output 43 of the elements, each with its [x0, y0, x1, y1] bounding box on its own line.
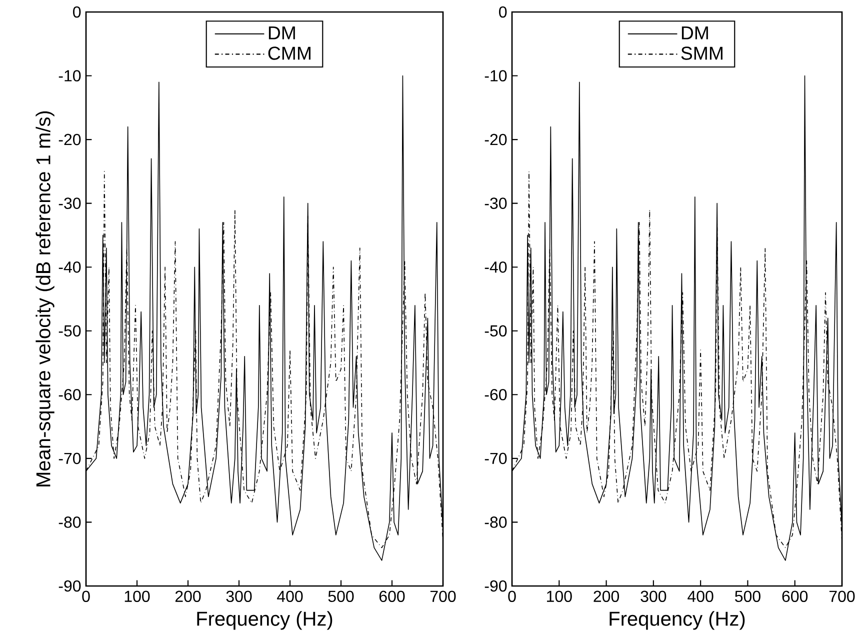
- y-tick-label: -50: [58, 325, 81, 337]
- y-tick-label: -20: [484, 134, 507, 146]
- x-tick-label: 100: [124, 590, 150, 602]
- y-tick-label: -80: [484, 516, 507, 528]
- y-tick-label: -80: [58, 516, 81, 528]
- x-tick-label: 700: [829, 590, 855, 602]
- x-axis-title: Frequency (Hz): [197, 611, 332, 630]
- y-tick-label: 0: [499, 6, 507, 18]
- x-tick-label: 500: [735, 590, 760, 602]
- y-tick-label: 0: [73, 6, 81, 18]
- y-tick-label: -40: [58, 261, 81, 273]
- x-tick-label: 100: [547, 590, 572, 602]
- y-tick-label: -30: [484, 198, 507, 209]
- x-axis-title: Frequency (Hz): [610, 611, 745, 630]
- x-tick-label: 200: [175, 590, 201, 602]
- y-tick-label: -60: [58, 388, 81, 400]
- x-tick-label: 500: [328, 590, 354, 602]
- legend-label: CMM: [268, 46, 310, 60]
- y-tick-label: -40: [484, 261, 507, 273]
- y-tick-label: -20: [58, 134, 81, 146]
- y-tick-label: -90: [484, 580, 507, 592]
- y-tick-label: -70: [58, 452, 81, 464]
- y-tick-label: -90: [58, 580, 81, 592]
- x-tick-label: 0: [82, 590, 90, 602]
- x-tick-label: 0: [508, 590, 516, 602]
- y-axis-title: Mean-square velocity (dB reference 1 m/s): [36, 111, 54, 486]
- x-tick-label: 600: [379, 590, 405, 602]
- legend-label: SMM: [681, 46, 722, 60]
- y-tick-label: -10: [484, 70, 507, 82]
- x-tick-label: 300: [226, 590, 252, 602]
- x-tick-label: 600: [782, 590, 808, 602]
- x-tick-label: 300: [640, 590, 666, 602]
- legend-label: DM: [682, 26, 708, 40]
- legend-label: DM: [268, 26, 295, 40]
- y-tick-label: -10: [58, 70, 81, 82]
- y-tick-label: -30: [58, 198, 81, 209]
- y-tick-label: -60: [484, 388, 507, 400]
- y-tick-label: -70: [484, 452, 507, 464]
- x-tick-label: 400: [277, 590, 303, 602]
- x-tick-label: 200: [594, 590, 620, 602]
- x-tick-label: 700: [430, 590, 456, 602]
- x-tick-label: 400: [688, 590, 714, 602]
- y-tick-label: -50: [484, 325, 507, 337]
